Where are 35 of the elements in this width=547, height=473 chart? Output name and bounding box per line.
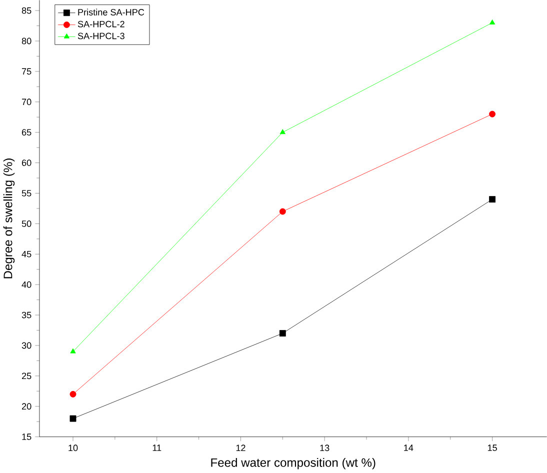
x-axis-title: Feed water composition (wt %) bbox=[211, 458, 376, 470]
x-tick-label: 14 bbox=[404, 444, 414, 452]
legend-label: SA-HPCL-3 bbox=[78, 32, 124, 40]
x-tick-label: 10 bbox=[68, 444, 78, 452]
y-axis-title: Degree of swelling (%) bbox=[3, 158, 15, 278]
legend-label: SA-HPCL-2 bbox=[78, 21, 124, 28]
point bbox=[70, 391, 76, 398]
y-tick-label: 70 bbox=[22, 98, 32, 106]
x-tick-label: 12 bbox=[236, 444, 246, 452]
point bbox=[70, 348, 76, 354]
point bbox=[279, 208, 286, 215]
y-tick-label: 65 bbox=[22, 129, 32, 136]
legend-label: Pristine SA-HPC bbox=[78, 8, 144, 16]
point bbox=[489, 196, 496, 203]
x-tick-label: 11 bbox=[152, 444, 162, 452]
y-tick-label: 45 bbox=[22, 251, 32, 258]
y-tick-label: 60 bbox=[22, 160, 32, 166]
y-tick-label: 30 bbox=[22, 342, 32, 349]
y-tick-label: 55 bbox=[22, 190, 32, 197]
y-tick-label: 85 bbox=[22, 8, 32, 14]
point bbox=[489, 111, 496, 118]
y-tick-label: 25 bbox=[22, 372, 32, 380]
point bbox=[70, 416, 76, 422]
y-tick-label: 40 bbox=[22, 282, 32, 288]
y-tick-label: 35 bbox=[22, 312, 32, 318]
y-tick-label: 20 bbox=[22, 403, 32, 410]
y-tick-label: 50 bbox=[22, 220, 32, 228]
point bbox=[280, 129, 286, 134]
x-tick-label: 13 bbox=[320, 444, 330, 452]
y-tick-label: 15 bbox=[22, 434, 32, 440]
y-tick-label: 80 bbox=[22, 38, 32, 44]
y-tick-label: 75 bbox=[22, 68, 32, 75]
point bbox=[279, 330, 286, 337]
point bbox=[489, 20, 496, 25]
x-tick-label: 15 bbox=[488, 444, 497, 452]
